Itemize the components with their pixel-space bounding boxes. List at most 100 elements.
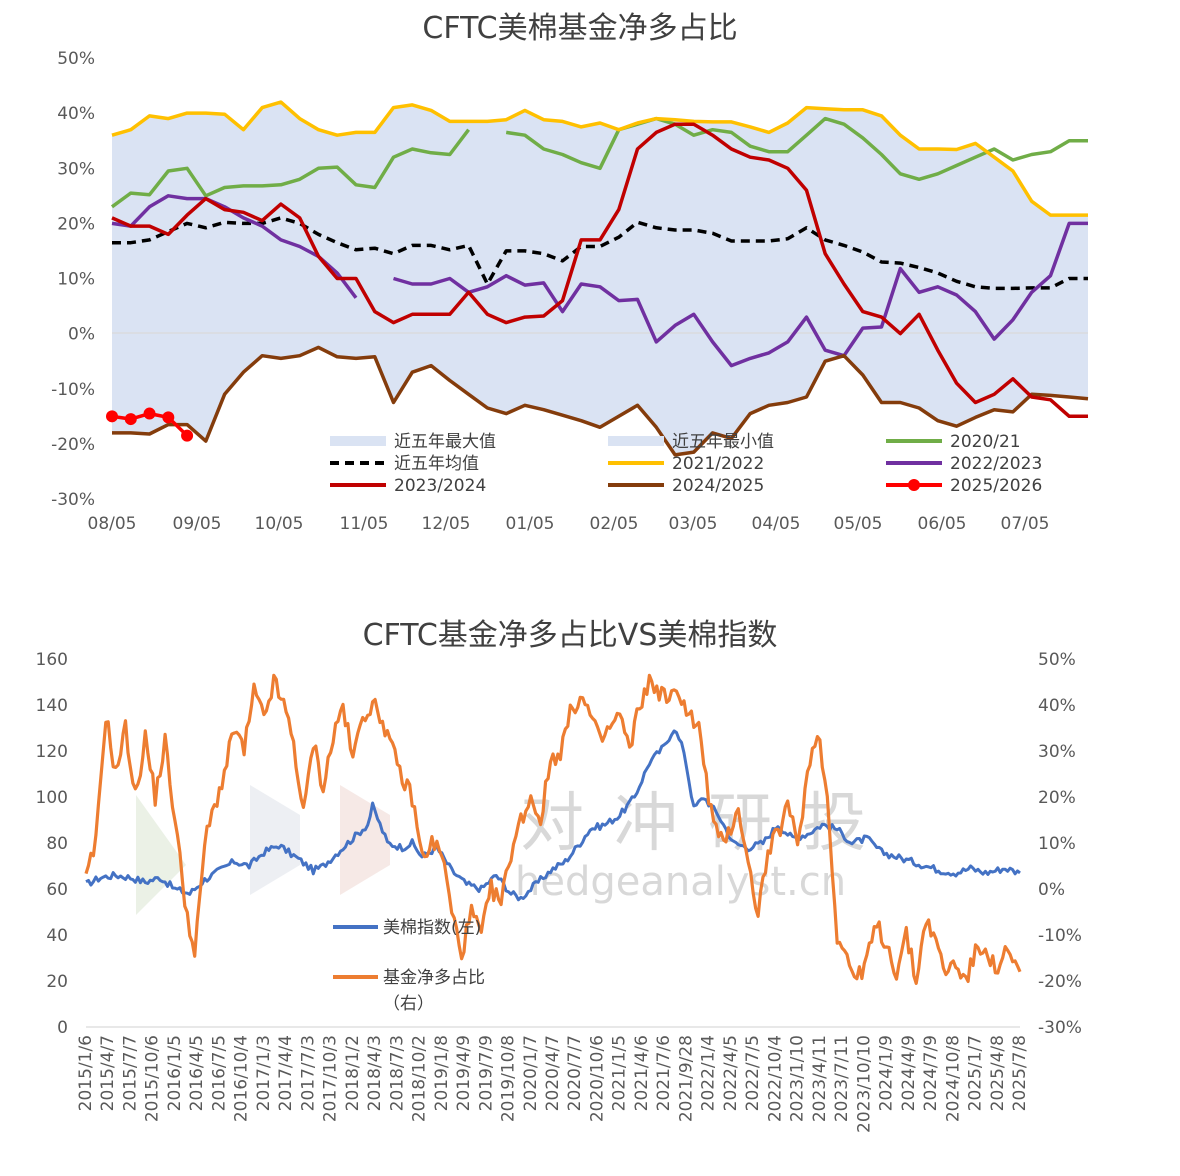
left-y-tick-label: 100 [36, 788, 68, 808]
left-y-tick-label: 120 [36, 742, 68, 762]
x-tick-label: 2022/1/4 [699, 1035, 719, 1111]
right-y-tick-label: -10% [1038, 926, 1082, 946]
chart1-legend: 近五年最大值 近五年最小值 2020/21 近五年均值 2021/2022 2022/20… [330, 432, 1042, 496]
x-tick-label: 2023/10/10 [854, 1035, 874, 1133]
right-y-tick-label: 20% [1038, 788, 1076, 808]
x-tick-label: 2019/10/8 [499, 1035, 519, 1122]
series-2025-2026-point [106, 410, 118, 423]
x-tick-label: 2018/1/2 [343, 1035, 363, 1111]
legend-label: 近五年最大值 [394, 432, 496, 452]
x-tick-label: 2017/7/3 [298, 1035, 318, 1111]
legend-marker [908, 479, 920, 491]
legend-label: 基金净多占比 [383, 968, 485, 988]
legend-swatch [608, 436, 664, 446]
x-tick-label: 2018/10/2 [410, 1035, 430, 1122]
left-y-tick-label: 140 [36, 696, 68, 716]
legend-label: 2023/2024 [394, 476, 486, 496]
x-tick-label: 2024/4/9 [899, 1035, 919, 1111]
chart2-legend: 美棉指数(左) 基金净多占比 （右） [333, 918, 485, 1014]
right-y-tick-label: 40% [1038, 696, 1076, 716]
x-tick-label: 2015/7/7 [120, 1035, 140, 1111]
band-max-min [112, 102, 1088, 455]
legend-label: 2020/21 [950, 432, 1021, 452]
series-2023-2024-line [111, 122, 1088, 419]
right-y-tick-label: -20% [1038, 972, 1082, 992]
y-tick-label: 30% [57, 159, 95, 179]
x-tick-label: 2019/7/9 [476, 1035, 496, 1111]
left-y-tick-label: 160 [36, 650, 68, 670]
chart2-series [84, 673, 1022, 985]
x-tick-label: 2015/10/6 [143, 1035, 163, 1122]
legend-item-s2022: 2022/2023 [886, 454, 1042, 474]
chart1-title: CFTC美棉基金净多占比 [422, 11, 737, 46]
right-y-tick-label: 10% [1038, 834, 1076, 854]
chart2-x-axis: 2015/1/6 2015/4/7 2015/7/7 2015/10/6 2016/1/… [76, 1035, 1030, 1133]
x-tick-label: 2023/1/10 [788, 1035, 808, 1122]
series-net-long-ratio-line [84, 673, 1022, 985]
y-tick-label: -30% [51, 490, 95, 510]
x-tick-label: 2025/4/8 [988, 1035, 1008, 1111]
chart1-band-area [112, 102, 1088, 455]
y-tick-label: 20% [57, 214, 95, 234]
legend-item-avg: 近五年均值 [330, 454, 479, 474]
x-tick-label: 2016/4/5 [187, 1035, 207, 1111]
watermark-text-en: hedgeanalyst.cn [515, 859, 846, 905]
x-tick-label: 07/05 [1001, 514, 1050, 534]
x-tick-label: 2017/1/3 [254, 1035, 274, 1111]
series-five-year-avg-line [112, 216, 1088, 291]
chart1-series [106, 100, 1089, 457]
x-tick-label: 2018/4/3 [365, 1035, 385, 1111]
x-tick-label: 2015/4/7 [98, 1035, 118, 1111]
x-tick-label: 2024/1/9 [877, 1035, 897, 1111]
legend-label: 2024/2025 [672, 476, 764, 496]
legend-item-s2024: 2024/2025 [608, 476, 764, 496]
x-tick-label: 08/05 [88, 514, 137, 534]
legend-item-index: 美棉指数(左) [333, 918, 481, 938]
series-2025-2026-point [181, 429, 194, 442]
series-2025-2026-point [162, 411, 175, 424]
chart2-title: CFTC基金净多占比VS美棉指数 [363, 618, 778, 653]
legend-label: 美棉指数(左) [383, 918, 481, 938]
legend-item-net: 基金净多占比 （右） [333, 968, 485, 1014]
watermark-logo-shape [340, 785, 390, 895]
chart2-right-axis: 50% 40% 30% 20% 10% 0% -10% -20% -30% [1038, 650, 1082, 1038]
x-tick-label: 06/05 [918, 514, 967, 534]
x-tick-label: 2020/10/6 [587, 1035, 607, 1122]
legend-swatch [330, 436, 386, 446]
x-tick-label: 2016/10/4 [232, 1035, 252, 1122]
right-y-tick-label: 30% [1038, 742, 1076, 762]
x-tick-label: 2015/1/6 [76, 1035, 96, 1111]
x-tick-label: 2022/4/5 [721, 1035, 741, 1111]
chart-net-long-seasonal: CFTC美棉基金净多占比 50% 40% 30% 20% 10% 0% -10% -20% -3… [51, 11, 1089, 534]
x-tick-label: 2023/7/11 [832, 1035, 852, 1122]
x-tick-label: 10/05 [255, 514, 304, 534]
x-tick-label: 2025/1/7 [966, 1035, 986, 1111]
x-tick-label: 2022/7/5 [743, 1035, 763, 1111]
legend-label: 2021/2022 [672, 454, 764, 474]
x-tick-label: 2021/9/28 [676, 1035, 696, 1122]
y-tick-label: -20% [51, 435, 95, 455]
legend-label: 2022/2023 [950, 454, 1042, 474]
x-tick-label: 2022/10/4 [765, 1035, 785, 1122]
x-tick-label: 2021/4/6 [632, 1035, 652, 1111]
chart1-x-axis: 08/05 09/05 10/05 11/05 12/05 01/05 02/05 03/05… [88, 514, 1050, 534]
x-tick-label: 2024/10/8 [943, 1035, 963, 1122]
chart2-left-axis: 160 140 120 100 80 60 40 20 0 [36, 650, 68, 1038]
x-tick-label: 2021/1/5 [610, 1035, 630, 1111]
x-tick-label: 05/05 [834, 514, 883, 534]
y-tick-label: 10% [57, 270, 95, 290]
legend-label: 2025/2026 [950, 476, 1042, 496]
legend-label: 近五年最小值 [672, 432, 774, 452]
y-tick-label: -10% [51, 380, 95, 400]
series-cotton-index-line [85, 729, 1021, 902]
series-2021-2022-line [111, 100, 1088, 217]
left-y-tick-label: 40 [46, 926, 68, 946]
left-y-tick-label: 0 [57, 1018, 68, 1038]
left-y-tick-label: 20 [46, 972, 68, 992]
x-tick-label: 2017/10/3 [321, 1035, 341, 1122]
x-tick-label: 2024/7/9 [921, 1035, 941, 1111]
legend-item-s2023: 2023/2024 [330, 476, 486, 496]
